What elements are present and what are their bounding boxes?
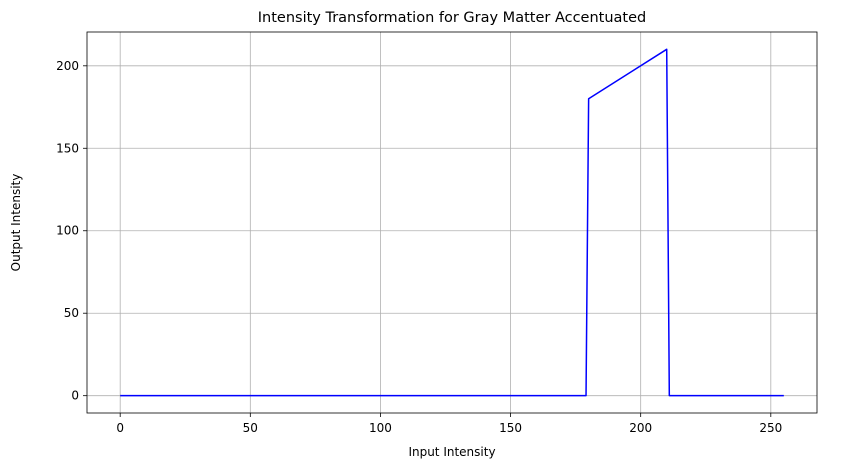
series-line <box>120 48 784 397</box>
x-axis-label: Input Intensity <box>408 445 495 459</box>
x-tick-label: 50 <box>243 421 258 435</box>
plot-frame <box>86 31 818 414</box>
x-tick-label: 250 <box>759 421 782 435</box>
y-tick-label: 100 <box>56 224 79 238</box>
series-layer <box>120 48 784 397</box>
x-tick-label: 100 <box>369 421 392 435</box>
x-tick-label: 150 <box>499 421 522 435</box>
axis-ticks: 0 50 100 150 200 250 0 50 100 150 200 <box>56 59 782 435</box>
y-axis-label: Output Intensity <box>9 174 23 272</box>
y-tick-label: 50 <box>64 306 79 320</box>
x-tick-label: 0 <box>116 421 124 435</box>
y-tick-label: 0 <box>71 389 79 403</box>
chart-title: Intensity Transformation for Gray Matter… <box>258 10 646 26</box>
y-tick-label: 200 <box>56 59 79 73</box>
y-tick-label: 150 <box>56 141 79 155</box>
grid <box>87 32 817 413</box>
x-tick-label: 200 <box>629 421 652 435</box>
